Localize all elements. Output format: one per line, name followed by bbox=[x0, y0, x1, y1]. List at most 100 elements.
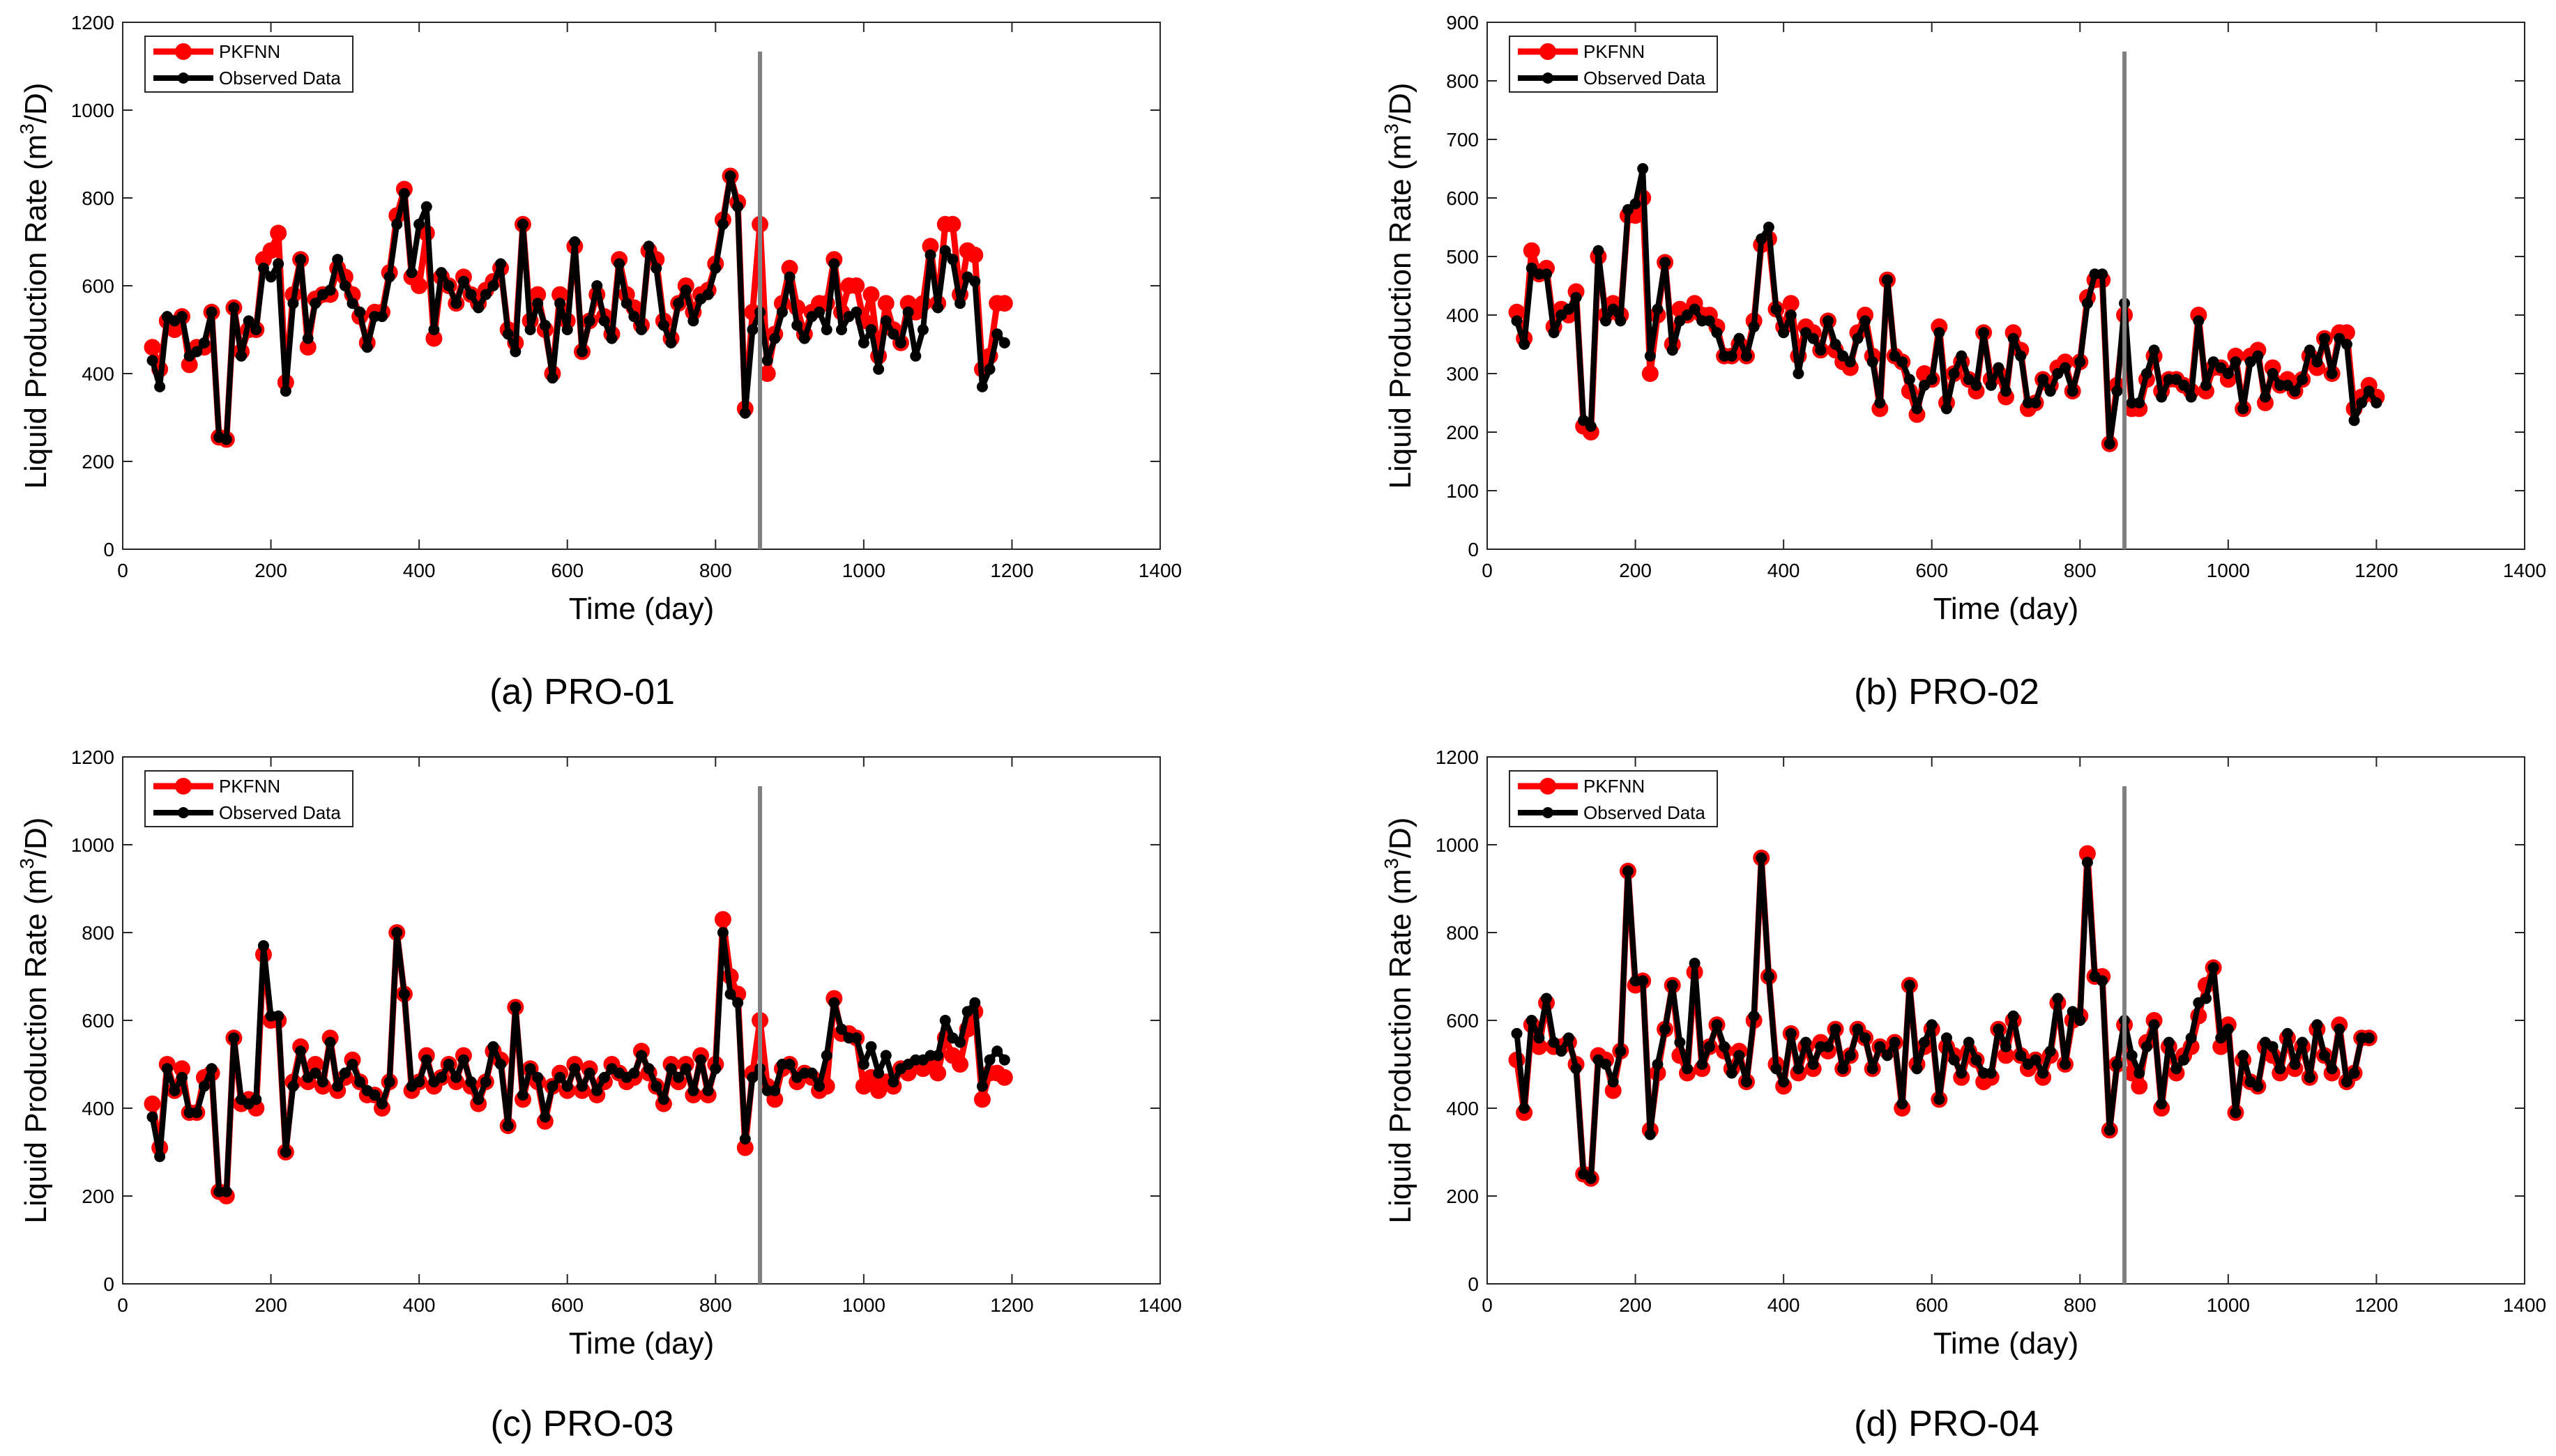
data-point-pkfnn bbox=[996, 295, 1013, 312]
data-point-observed bbox=[1570, 291, 1582, 303]
data-point-observed bbox=[1548, 1036, 1560, 1048]
data-point-observed bbox=[2252, 350, 2264, 362]
data-point-observed bbox=[2237, 403, 2249, 415]
data-point-observed bbox=[554, 298, 566, 309]
data-point-observed bbox=[2363, 1032, 2375, 1044]
data-point-observed bbox=[1711, 327, 1723, 339]
data-point-observed bbox=[198, 337, 210, 348]
data-point-observed bbox=[1674, 1036, 1686, 1048]
data-point-observed bbox=[665, 1063, 677, 1075]
data-point-observed bbox=[339, 1067, 351, 1079]
data-point-observed bbox=[510, 346, 522, 358]
data-point-observed bbox=[932, 302, 944, 314]
data-point-observed bbox=[1903, 374, 1915, 385]
data-point-observed bbox=[243, 315, 254, 327]
y-tick-label: 200 bbox=[1446, 1186, 1479, 1207]
data-point-observed bbox=[2230, 356, 2242, 368]
data-point-observed bbox=[1562, 1032, 1574, 1044]
data-point-observed bbox=[2311, 1019, 2323, 1031]
plot-area bbox=[122, 756, 1161, 1285]
data-point-observed bbox=[302, 332, 314, 344]
data-point-observed bbox=[191, 346, 203, 358]
data-point-observed bbox=[769, 1085, 781, 1096]
data-point-pkfnn bbox=[1641, 365, 1659, 382]
data-point-observed bbox=[1940, 1032, 1952, 1044]
data-point-observed bbox=[206, 1063, 218, 1075]
data-point-observed bbox=[2215, 1032, 2227, 1044]
data-point-observed bbox=[354, 306, 366, 318]
data-point-pkfnn bbox=[270, 224, 287, 242]
data-point-observed bbox=[673, 298, 685, 309]
data-point-observed bbox=[2304, 1071, 2315, 1083]
data-point-observed bbox=[1696, 1059, 1708, 1070]
data-point-observed bbox=[851, 306, 862, 318]
data-point-pkfnn bbox=[952, 1056, 969, 1073]
x-tick-label: 1400 bbox=[2503, 1294, 2546, 1316]
data-point-observed bbox=[539, 319, 551, 331]
data-point-observed bbox=[398, 187, 410, 199]
data-point-observed bbox=[991, 328, 1003, 340]
data-point-observed bbox=[1948, 368, 1960, 379]
data-point-observed bbox=[376, 311, 388, 323]
data-point-observed bbox=[502, 1120, 514, 1132]
data-point-observed bbox=[2104, 438, 2115, 450]
data-point-observed bbox=[2237, 1050, 2249, 1062]
y-tick-label: 0 bbox=[103, 1273, 114, 1295]
data-point-observed bbox=[406, 267, 418, 279]
panel-caption: (d) PRO-04 bbox=[1854, 1404, 2039, 1444]
data-point-observed bbox=[1585, 1172, 1597, 1184]
data-point-observed bbox=[2000, 385, 2011, 397]
data-point-observed bbox=[1852, 332, 1864, 344]
data-point-observed bbox=[976, 381, 988, 392]
data-point-observed bbox=[1933, 1094, 1945, 1105]
data-point-observed bbox=[1526, 1015, 1537, 1026]
data-point-observed bbox=[1763, 222, 1774, 233]
data-point-observed bbox=[310, 1067, 321, 1079]
data-point-observed bbox=[1852, 1023, 1864, 1035]
data-point-observed bbox=[1607, 303, 1619, 315]
data-point-observed bbox=[1562, 303, 1574, 315]
data-point-observed bbox=[480, 289, 492, 300]
data-point-observed bbox=[310, 298, 321, 309]
data-point-observed bbox=[2185, 391, 2197, 403]
data-point-observed bbox=[2097, 975, 2108, 987]
x-tick-label: 1400 bbox=[1139, 560, 1182, 581]
data-point-observed bbox=[2156, 391, 2168, 403]
data-point-observed bbox=[657, 1094, 669, 1105]
x-tick-label: 600 bbox=[1915, 560, 1948, 581]
x-tick-label: 1000 bbox=[2207, 560, 2250, 581]
data-point-observed bbox=[532, 1071, 544, 1083]
data-point-observed bbox=[2007, 332, 2019, 344]
data-point-observed bbox=[191, 1107, 203, 1119]
data-point-observed bbox=[273, 1010, 284, 1022]
data-point-observed bbox=[2348, 1067, 2360, 1079]
data-point-observed bbox=[880, 1050, 892, 1062]
x-tick-label: 600 bbox=[551, 560, 584, 581]
data-point-observed bbox=[1837, 1063, 1849, 1075]
legend-marker-pkfnn bbox=[175, 43, 192, 60]
y-tick-label: 300 bbox=[1446, 363, 1479, 385]
data-point-observed bbox=[1666, 979, 1678, 991]
data-point-observed bbox=[2274, 1063, 2286, 1075]
data-point-observed bbox=[673, 1071, 685, 1083]
data-point-observed bbox=[2341, 1076, 2352, 1088]
data-point-observed bbox=[702, 1085, 714, 1096]
data-point-observed bbox=[391, 218, 403, 230]
y-axis-label-superscript: 3 bbox=[16, 123, 38, 135]
data-point-observed bbox=[1859, 315, 1871, 327]
data-point-observed bbox=[347, 1059, 358, 1070]
y-axis-label-main: Liquid Production Rate (m bbox=[19, 869, 53, 1224]
data-point-observed bbox=[1829, 339, 1841, 350]
data-point-pkfnn bbox=[862, 286, 880, 303]
data-point-observed bbox=[1615, 315, 1627, 327]
data-point-pkfnn bbox=[2212, 1038, 2230, 1055]
data-point-observed bbox=[651, 1080, 662, 1092]
data-point-observed bbox=[2030, 397, 2041, 408]
data-point-observed bbox=[420, 201, 432, 213]
data-point-observed bbox=[383, 271, 395, 283]
data-point-observed bbox=[1511, 315, 1523, 327]
data-point-observed bbox=[784, 271, 796, 283]
data-point-observed bbox=[539, 1111, 551, 1123]
x-tick-label: 1000 bbox=[842, 560, 885, 581]
